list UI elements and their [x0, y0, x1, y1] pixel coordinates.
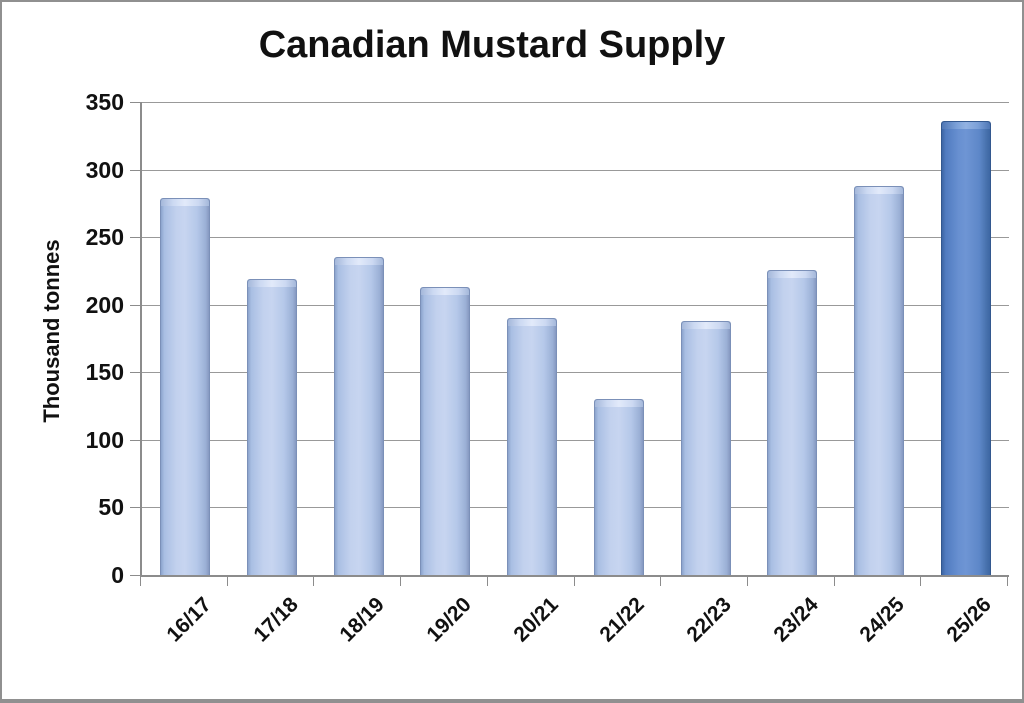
- bar-top-bevel: [248, 280, 297, 288]
- bar-25-26: [940, 120, 991, 575]
- bar-16-17: [160, 197, 211, 575]
- gridline-100: [142, 439, 1009, 441]
- y-tick-label-350: 350: [85, 89, 124, 115]
- y-tick-0: [130, 575, 142, 576]
- x-tick-3: [400, 577, 402, 586]
- x-tick-label-23-24: 23/24: [769, 593, 823, 647]
- y-tick-label-0: 0: [111, 562, 124, 588]
- bar-24-25: [853, 185, 904, 575]
- y-tick-250: [130, 237, 142, 239]
- y-tick-label-250: 250: [85, 224, 124, 251]
- y-axis-tick-labels: 0 50 100 150 200 250 300 350: [30, 89, 124, 588]
- x-tick-10: [1007, 577, 1008, 586]
- x-tick-label-22-23: 22/23: [682, 593, 736, 647]
- bar-21-22: [593, 399, 644, 575]
- bar-top-bevel: [681, 321, 730, 329]
- bar-23-24: [767, 269, 818, 575]
- x-tick-label-24-25: 24/25: [855, 593, 910, 647]
- y-tick-150: [130, 372, 142, 374]
- x-tick-4: [486, 577, 488, 586]
- gridline-150: [142, 372, 1009, 374]
- x-tick-label-19-20: 19/20: [422, 593, 476, 647]
- y-tick-350: [130, 102, 142, 103]
- x-tick-2: [313, 577, 315, 586]
- bar-19-20: [420, 287, 471, 575]
- y-tick-100: [130, 439, 142, 441]
- x-tick-label-16-17: 16/17: [162, 593, 216, 647]
- plot-area: [130, 102, 1009, 577]
- bar-top-bevel: [421, 288, 470, 296]
- bar-top-bevel: [334, 258, 383, 266]
- y-tick-label-200: 200: [85, 291, 124, 318]
- bar-top-bevel: [161, 198, 210, 206]
- y-tick-200: [130, 304, 142, 306]
- y-tick-label-50: 50: [98, 494, 124, 521]
- gridline-250: [142, 237, 1009, 239]
- y-tick-label-150: 150: [85, 359, 124, 386]
- bar-20-21: [507, 318, 558, 575]
- bar-18-19: [333, 257, 384, 575]
- bar-top-bevel: [854, 186, 903, 194]
- x-tick-0: [140, 577, 141, 586]
- bar-top-bevel: [594, 400, 643, 408]
- x-tick-8: [833, 577, 835, 586]
- x-tick-9: [920, 577, 922, 586]
- gridline-50: [142, 507, 1009, 509]
- gridline-350: [142, 102, 1009, 103]
- x-tick-6: [660, 577, 662, 586]
- chart-title: Canadian Mustard Supply: [258, 24, 726, 66]
- x-tick-label-20-21: 20/21: [508, 593, 563, 647]
- x-tick-label-25-26: 25/26: [942, 593, 996, 647]
- x-tick-5: [573, 577, 575, 586]
- gridline-200: [142, 304, 1009, 306]
- bar-top-bevel: [941, 121, 990, 129]
- y-tick-label-300: 300: [85, 156, 124, 183]
- bar-22-23: [680, 320, 731, 575]
- y-tick-300: [130, 169, 142, 171]
- x-tick-7: [746, 577, 748, 586]
- x-tick-label-21-22: 21/22: [595, 593, 650, 647]
- bar-top-bevel: [508, 319, 557, 327]
- x-axis-tick-labels: 16/17 17/18 18/19 19/20 20/21 21/22 22/23 23/24…: [140, 577, 1008, 667]
- x-tick-label-17-18: 17/18: [248, 593, 303, 647]
- gridline-300: [142, 169, 1009, 171]
- bar-top-bevel: [768, 270, 817, 278]
- y-tick-label-100: 100: [85, 426, 124, 453]
- y-tick-50: [130, 507, 142, 509]
- x-tick-1: [226, 577, 228, 586]
- bar-17-18: [247, 279, 298, 575]
- x-tick-label-18-19: 18/19: [335, 593, 390, 647]
